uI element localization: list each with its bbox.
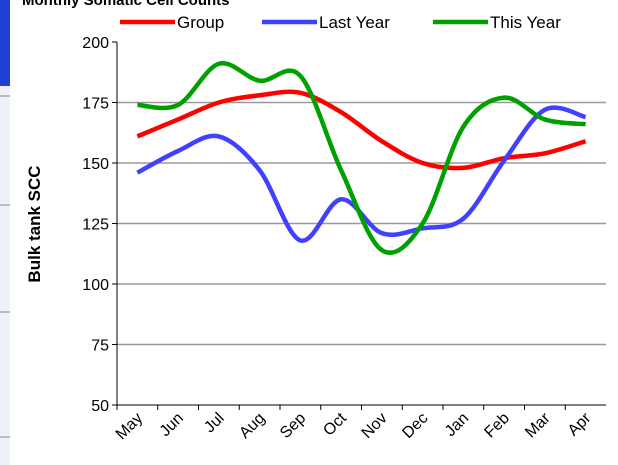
- x-tick-label: Jun: [157, 410, 187, 440]
- chart-title: Monthly Somatic Cell Counts: [22, 0, 230, 9]
- side-panel-rows: [0, 95, 10, 438]
- legend-label: Last Year: [319, 13, 390, 32]
- legend-label: Group: [177, 13, 224, 32]
- x-tick-label: Feb: [481, 410, 513, 442]
- x-tick-label: May: [113, 410, 146, 443]
- x-tick-label: Mar: [522, 409, 554, 441]
- x-tick-label: Dec: [399, 410, 431, 442]
- side-panel: [0, 86, 10, 465]
- x-tick-label: Sep: [277, 410, 309, 442]
- side-panel-tab: [0, 0, 10, 86]
- y-tick-label: 75: [91, 338, 109, 355]
- y-tick-label: 125: [82, 217, 109, 234]
- x-tick-label: Aug: [236, 410, 268, 442]
- x-tick-label: Jul: [201, 410, 227, 436]
- x-tick-label: Nov: [359, 410, 391, 442]
- series-line: [137, 61, 586, 255]
- y-axis-label: Bulk tank SCC: [25, 165, 44, 282]
- x-tick-label: Oct: [320, 409, 350, 439]
- y-tick-label: 200: [82, 35, 109, 52]
- x-tick-label: Jan: [442, 410, 472, 440]
- y-tick-label: 100: [82, 277, 109, 294]
- y-tick-label: 50: [91, 398, 109, 415]
- legend-label: This Year: [490, 13, 561, 32]
- y-tick-label: 150: [82, 156, 109, 173]
- y-tick-label: 175: [82, 96, 109, 113]
- x-tick-label: Apr: [565, 409, 595, 439]
